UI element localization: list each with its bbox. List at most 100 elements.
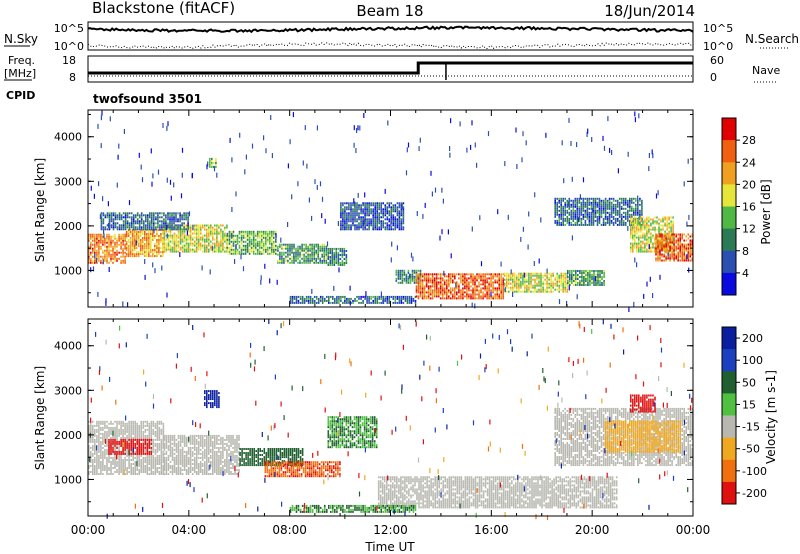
heatmap-cell: [407, 277, 410, 280]
heatmap-cell: [162, 229, 164, 231]
heatmap-cell: [226, 242, 229, 245]
heatmap-cell: [472, 273, 474, 276]
heatmap-cell: [567, 276, 569, 278]
heatmap-cell: [636, 250, 638, 253]
heatmap-cell: [570, 223, 573, 226]
heatmap-noise-cell: [459, 121, 461, 127]
heatmap-cell: [285, 245, 287, 248]
heatmap-cell: [437, 273, 440, 276]
heatmap-cell: [336, 299, 338, 302]
heatmap-cell: [691, 241, 694, 244]
heatmap-cell: [291, 247, 293, 250]
heatmap-cell: [658, 246, 660, 249]
heatmap-cell: [376, 202, 378, 205]
heatmap-cell: [374, 299, 376, 302]
heatmap-cell: [281, 245, 283, 248]
heatmap-cell: [606, 215, 609, 218]
heatmap-cell: [638, 236, 640, 239]
heatmap-cell: [554, 221, 556, 224]
heatmap-cell: [301, 247, 303, 250]
heatmap-cell: [141, 243, 144, 245]
heatmap-cell: [437, 293, 440, 296]
heatmap-cell: [114, 247, 116, 250]
heatmap-cell: [277, 249, 279, 252]
heatmap-cell: [627, 219, 629, 222]
power-heatmap: [88, 110, 694, 312]
heatmap-cell: [687, 245, 690, 248]
heatmap-cell: [376, 206, 378, 209]
heatmap-cell: [214, 232, 216, 235]
heatmap-cell: [606, 199, 609, 202]
heatmap-cell: [305, 245, 307, 248]
heatmap-cell: [98, 428, 100, 431]
heatmap-cell: [116, 251, 118, 254]
heatmap-cell: [632, 230, 634, 233]
heatmap-cell: [681, 251, 683, 254]
heatmap-cell: [675, 233, 677, 236]
heatmap-cell: [376, 204, 378, 207]
heatmap-cell: [397, 273, 400, 276]
heatmap-cell: [90, 259, 92, 262]
heatmap-cell: [238, 244, 241, 247]
heatmap-cell: [148, 241, 150, 243]
heatmap-cell: [562, 215, 564, 218]
heatmap-cell: [622, 197, 625, 200]
heatmap-cell: [655, 249, 657, 252]
heatmap-cell: [578, 211, 581, 214]
heatmap-cell: [594, 197, 597, 200]
heatmap-cell: [317, 261, 319, 264]
heatmap-cell: [378, 206, 380, 209]
heatmap-cell: [592, 213, 595, 216]
heatmap-cell: [98, 424, 100, 427]
heatmap-cell: [679, 245, 681, 248]
heatmap-cell: [273, 240, 275, 243]
heatmap-cell: [362, 228, 364, 231]
heatmap-cell: [218, 244, 220, 247]
heatmap-cell: [324, 297, 326, 300]
heatmap-cell: [177, 230, 180, 233]
heatmap-noise-cell: [570, 141, 572, 146]
heatmap-cell: [362, 224, 364, 227]
heatmap-cell: [374, 208, 376, 211]
heatmap-cell: [640, 230, 642, 233]
heatmap-noise-cell: [447, 229, 449, 235]
heatmap-cell: [114, 212, 117, 215]
heatmap-cell: [622, 223, 625, 226]
heatmap-cell: [206, 246, 208, 249]
heatmap-noise-cell: [162, 123, 164, 128]
heatmap-noise-cell: [103, 228, 105, 234]
heatmap-cell: [580, 219, 583, 222]
heatmap-cell: [100, 463, 102, 465]
heatmap-cell: [324, 299, 326, 302]
heatmap-cell: [333, 252, 336, 254]
heatmap-cell: [639, 217, 641, 220]
heatmap-cell: [165, 238, 168, 241]
heatmap-cell: [96, 473, 98, 475]
heatmap-cell: [658, 226, 660, 229]
freq-panel-frame: [87, 55, 694, 83]
heatmap-cell: [305, 297, 308, 300]
heatmap-noise-cell: [628, 307, 630, 312]
heatmap-cell: [96, 233, 98, 236]
heatmap-cell: [248, 240, 251, 243]
heatmap-cell: [627, 201, 629, 204]
heatmap-cell: [133, 247, 136, 250]
heatmap-cell: [370, 222, 372, 225]
heatmap-noise-cell: [424, 202, 426, 208]
heatmap-cell: [358, 228, 360, 231]
heatmap-cell: [671, 241, 673, 244]
heatmap-cell: [382, 224, 384, 227]
heatmap-cell: [124, 235, 126, 238]
heatmap-cell: [372, 202, 374, 205]
heatmap-cell: [311, 255, 313, 258]
heatmap-cell: [633, 211, 635, 214]
heatmap-cell: [486, 295, 488, 298]
heatmap-cell: [96, 471, 98, 473]
heatmap-cell: [571, 282, 573, 284]
heatmap-cell: [162, 239, 164, 241]
freq-tick-low: 8: [69, 71, 76, 84]
heatmap-cell: [291, 301, 294, 304]
heatmap-cell: [148, 255, 150, 258]
heatmap-cell: [333, 247, 336, 250]
